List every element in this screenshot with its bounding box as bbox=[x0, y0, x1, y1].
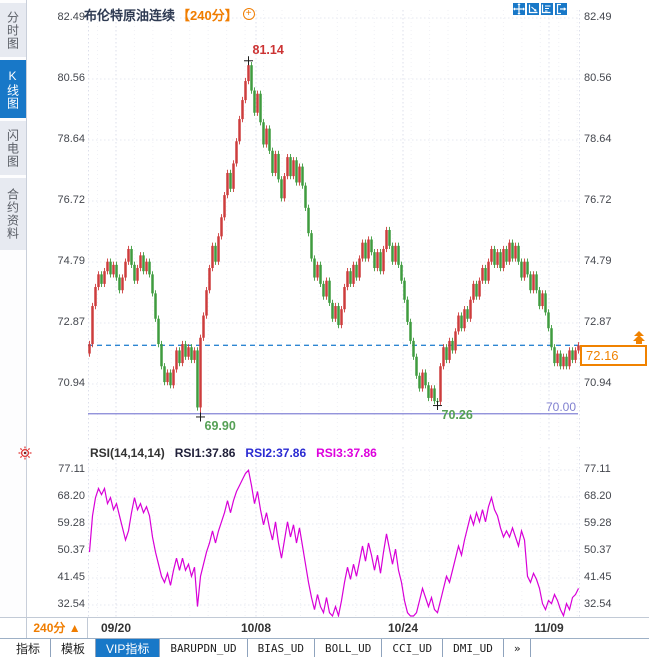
add-indicator-icon[interactable]: + bbox=[242, 8, 255, 20]
exit-chart-icon[interactable] bbox=[555, 3, 567, 15]
indicator-tab-3[interactable]: VIP指标 bbox=[96, 639, 161, 657]
zoom-y-axis-icon[interactable] bbox=[541, 3, 553, 15]
support-price-label: 70.00 bbox=[546, 400, 577, 414]
price-axis-label-right: 78.64 bbox=[584, 133, 612, 145]
date-label-10/24: 10/24 bbox=[387, 621, 419, 635]
indicator-tab-7[interactable]: CCI_UD bbox=[382, 639, 444, 657]
indicator-tab-8[interactable]: DMI_UD bbox=[443, 639, 504, 657]
period-tag: 【240分】 bbox=[177, 7, 238, 23]
rsi-axis-label-right: 41.45 bbox=[584, 571, 612, 583]
rsi-canvas[interactable] bbox=[88, 447, 580, 618]
price-axis-label-left: 70.94 bbox=[57, 377, 85, 389]
rsi-legend-2: RSI2:37.86 bbox=[245, 446, 307, 460]
chart-toolbar bbox=[513, 3, 569, 15]
rsi-axis-label-right: 68.20 bbox=[584, 490, 612, 502]
last-price-tag: 72.16 bbox=[580, 345, 647, 366]
price-up-arrow-icon bbox=[631, 331, 647, 351]
rsi-legend-1: RSI1:37.86 bbox=[174, 446, 236, 460]
left-sidebar: 分时图 K线图闪电图合约资料 bbox=[0, 0, 27, 617]
indicator-tab-2[interactable]: 模板 bbox=[51, 639, 97, 657]
price-axis-label-right: 70.94 bbox=[584, 377, 612, 389]
price-axis-label-left: 74.79 bbox=[57, 255, 85, 267]
period-selector[interactable]: 240分 ▲ bbox=[27, 618, 88, 638]
zoom-x-axis-icon[interactable] bbox=[527, 3, 539, 15]
price-axis-label-right: 74.79 bbox=[584, 255, 612, 267]
sidebar-item-3[interactable]: 闪电图 bbox=[0, 121, 26, 175]
rsi-axis-label-left: 32.54 bbox=[57, 598, 85, 610]
date-label-10/08: 10/08 bbox=[240, 621, 272, 635]
time-axis-row: 240分 ▲ 09/20 10/08 10/24 11/09 bbox=[0, 617, 649, 638]
crosshair-pan-icon[interactable] bbox=[513, 3, 525, 15]
price-axis-label-left: 80.56 bbox=[57, 72, 85, 84]
rsi-axis-label-left: 68.20 bbox=[57, 490, 85, 502]
indicator-tab-6[interactable]: BOLL_UD bbox=[315, 639, 383, 657]
period-up-arrow-icon: ▲ bbox=[68, 621, 81, 635]
marker-label-81.14: 81.14 bbox=[252, 42, 284, 57]
price-axis-label-left: 78.64 bbox=[57, 133, 85, 145]
indicator-tab-4[interactable]: BARUPDN_UD bbox=[160, 639, 248, 657]
indicator-tab-5[interactable]: BIAS_UD bbox=[248, 639, 315, 657]
axis-corner-cell bbox=[0, 618, 27, 638]
marker-label-69.90: 69.90 bbox=[204, 418, 236, 433]
sidebar-item-4[interactable]: 合约资料 bbox=[0, 178, 26, 250]
rsi-params-label: RSI(14,14,14) bbox=[90, 446, 165, 460]
price-axis-label-left: 76.72 bbox=[57, 194, 85, 206]
price-axis-label-right: 72.87 bbox=[584, 316, 612, 328]
rsi-settings-gear-icon[interactable] bbox=[18, 446, 32, 460]
instrument-title: 布伦特原油连续 bbox=[84, 7, 176, 23]
indicator-tab-1[interactable]: 指标 bbox=[6, 639, 52, 657]
date-label-09/20: 09/20 bbox=[100, 621, 132, 635]
chart-header: 布伦特原油连续 【240分】 + bbox=[84, 5, 255, 23]
price-axis-label-left: 72.87 bbox=[57, 316, 85, 328]
rsi-legend-3: RSI3:37.86 bbox=[316, 446, 377, 460]
indicator-tab-9[interactable]: » bbox=[504, 639, 532, 657]
rsi-axis-label-right: 59.28 bbox=[584, 517, 612, 529]
candlestick-canvas[interactable] bbox=[88, 10, 580, 440]
price-axis-label-right: 76.72 bbox=[584, 194, 612, 206]
rsi-axis-label-right: 77.11 bbox=[584, 463, 611, 475]
rsi-axis-label-left: 59.28 bbox=[57, 517, 85, 529]
price-axis-label-right: 80.56 bbox=[584, 72, 612, 84]
rsi-indicator-header: RSI(14,14,14) RSI1:37.86 RSI2:37.86 RSI3:3… bbox=[90, 446, 377, 460]
sidebar-item-1[interactable]: 分时图 bbox=[0, 3, 26, 57]
indicator-tab-bar: 指标 模板 VIP指标 BARUPDN_UD BIAS_UD BOLL_UD CCI_UD D… bbox=[0, 638, 649, 657]
rsi-axis-label-left: 77.11 bbox=[58, 463, 85, 475]
price-axis-label-left: 82.49 bbox=[57, 11, 85, 23]
rsi-axis-label-left: 41.45 bbox=[57, 571, 85, 583]
date-label-11/09: 11/09 bbox=[534, 621, 564, 635]
rsi-axis-label-right: 50.37 bbox=[584, 544, 612, 556]
rsi-axis-label-right: 32.54 bbox=[584, 598, 612, 610]
sidebar-item-2[interactable]: K线图 bbox=[0, 60, 26, 118]
price-axis-label-right: 82.49 bbox=[584, 11, 612, 23]
period-label: 240分 bbox=[33, 621, 66, 635]
rsi-axis-label-left: 50.37 bbox=[57, 544, 85, 556]
marker-label-70.26: 70.26 bbox=[441, 407, 473, 422]
